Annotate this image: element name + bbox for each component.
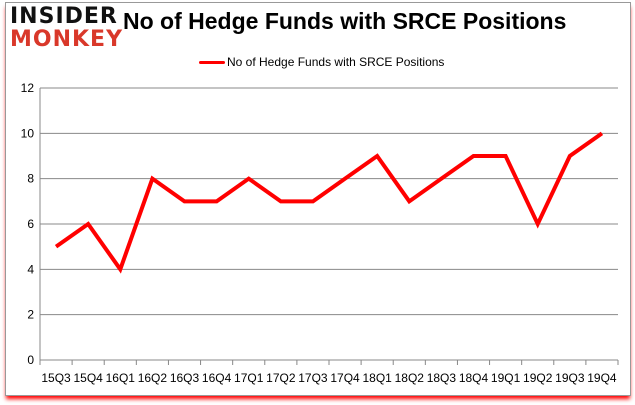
y-tick-label: 2 xyxy=(27,308,34,322)
legend: No of Hedge Funds with SRCE Positions xyxy=(199,55,444,69)
x-tick-label: 16Q3 xyxy=(170,371,200,385)
x-tick-label: 18Q2 xyxy=(395,371,425,385)
y-tick-label: 0 xyxy=(27,353,34,367)
x-tick-label: 17Q1 xyxy=(234,371,264,385)
x-tick-label: 16Q2 xyxy=(138,371,168,385)
logo-line-2: MONKEY xyxy=(10,27,124,52)
insider-monkey-logo: INSIDER MONKEY xyxy=(10,4,124,54)
legend-swatch xyxy=(199,60,225,64)
x-tick-label: 18Q4 xyxy=(459,371,489,385)
x-tick-label: 17Q4 xyxy=(330,371,360,385)
y-tick-label: 4 xyxy=(27,262,34,276)
x-tick-label: 19Q3 xyxy=(555,371,585,385)
y-tick-label: 10 xyxy=(21,126,35,140)
x-tick-label: 18Q1 xyxy=(362,371,392,385)
x-tick-label: 19Q2 xyxy=(523,371,553,385)
logo-line-1: INSIDER xyxy=(10,4,118,29)
x-tick-label: 19Q4 xyxy=(587,371,617,385)
x-tick-label: 16Q4 xyxy=(202,371,232,385)
x-tick-label: 15Q4 xyxy=(73,371,103,385)
y-tick-label: 12 xyxy=(21,81,35,95)
x-tick-label: 17Q2 xyxy=(266,371,296,385)
series-line xyxy=(54,131,604,274)
x-tick-label: 19Q1 xyxy=(491,371,521,385)
chart-title: No of Hedge Funds with SRCE Positions xyxy=(123,8,567,34)
x-tick-label: 15Q3 xyxy=(41,371,71,385)
y-tick-label: 8 xyxy=(27,172,34,186)
y-tick-label: 6 xyxy=(27,217,34,231)
x-tick-label: 17Q3 xyxy=(298,371,328,385)
x-tick-label: 18Q3 xyxy=(427,371,457,385)
legend-label: No of Hedge Funds with SRCE Positions xyxy=(227,55,445,69)
x-tick-label: 16Q1 xyxy=(106,371,136,385)
